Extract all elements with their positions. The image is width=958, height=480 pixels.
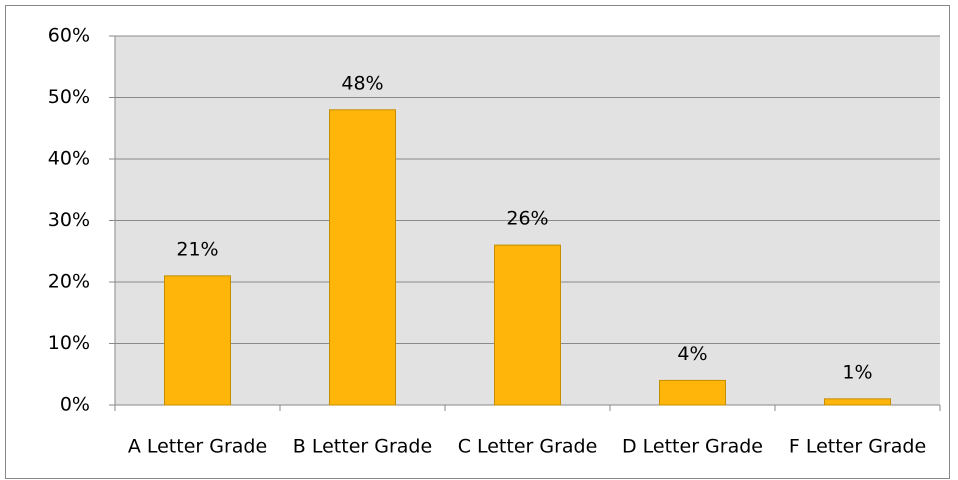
data-label: 21% xyxy=(176,238,218,260)
data-label: 26% xyxy=(506,208,548,230)
y-tick-label: 50% xyxy=(48,86,90,108)
bar xyxy=(329,109,396,406)
y-tick-label: 60% xyxy=(48,25,90,47)
y-tick-label: 0% xyxy=(60,394,90,416)
x-tick-label: A Letter Grade xyxy=(128,436,267,458)
y-tick-label: 30% xyxy=(48,209,90,231)
x-tick-label: B Letter Grade xyxy=(293,436,432,458)
bar xyxy=(494,244,561,406)
data-label: 1% xyxy=(842,361,872,383)
y-tick-label: 20% xyxy=(48,271,90,293)
x-tick-label: C Letter Grade xyxy=(458,436,598,458)
x-tick-label: D Letter Grade xyxy=(622,436,763,458)
bar xyxy=(659,379,726,406)
data-label: 4% xyxy=(677,343,707,365)
x-tick-label: F Letter Grade xyxy=(789,436,926,458)
bar xyxy=(824,398,891,406)
data-label: 48% xyxy=(341,72,383,94)
y-tick-label: 10% xyxy=(48,332,90,354)
bar xyxy=(164,275,231,406)
y-tick-label: 40% xyxy=(48,148,90,170)
